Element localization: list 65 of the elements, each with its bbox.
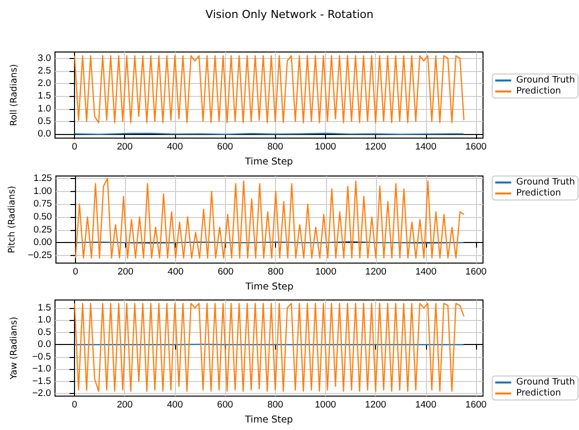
- y-axis-title: Pitch (Radians): [8, 186, 18, 254]
- y-tick-label: 1.0: [38, 103, 51, 114]
- x-tick-label: 200: [116, 142, 133, 153]
- x-axis-title: Time Step: [244, 282, 294, 292]
- legend-label: Ground Truth: [516, 378, 576, 388]
- y-tick-label: −1.0: [32, 364, 51, 375]
- y-tick-label: 1.5: [38, 302, 51, 314]
- x-tick-label: 1000: [314, 400, 336, 411]
- x-tick-label: 1400: [415, 400, 436, 411]
- y-tick-label: 0.0: [38, 128, 51, 140]
- y-tick-label: 1.00: [33, 186, 52, 197]
- x-tick-label: 1600: [465, 142, 487, 153]
- x-tick-label: 1000: [314, 142, 336, 153]
- y-tick-label: 1.25: [33, 173, 52, 184]
- y-tick-label: 0.25: [33, 224, 52, 236]
- x-tick-label: 1200: [365, 400, 386, 411]
- x-tick-label: 1600: [465, 400, 487, 411]
- y-tick-label: −0.5: [32, 351, 51, 362]
- y-tick-label: 0.75: [33, 198, 52, 210]
- y-tick-label: 2.5: [38, 65, 51, 76]
- line-series: [74, 302, 465, 392]
- x-tick-label: 1400: [415, 266, 436, 278]
- y-tick-label: −1.5: [32, 376, 51, 387]
- y-axis-title: Roll (Radians): [10, 64, 20, 126]
- x-tick-label: 400: [166, 400, 183, 411]
- x-tick-label: 800: [267, 142, 284, 153]
- y-tick-label: 0.5: [38, 326, 51, 338]
- legend-label: Ground Truth: [516, 76, 576, 86]
- y-tick-label: −0.25: [28, 250, 52, 261]
- y-tick-label: 0.5: [38, 116, 51, 127]
- y-axis-title: Yaw (Radians): [10, 316, 20, 380]
- x-axis-title: Time Step: [244, 156, 293, 168]
- y-tick-label: 1.5: [38, 90, 51, 102]
- x-tick-label: 1600: [465, 266, 487, 278]
- y-tick-label: 3.0: [38, 52, 51, 64]
- y-tick-label: 0.50: [33, 211, 52, 222]
- x-tick-label: 600: [217, 142, 234, 153]
- x-tick-label: 0: [72, 142, 78, 153]
- x-tick-label: 1000: [315, 266, 336, 278]
- x-tick-label: 200: [116, 400, 133, 411]
- x-tick-label: 0: [72, 400, 78, 411]
- y-tick-label: 0.0: [38, 339, 51, 350]
- y-tick-label: 0.00: [33, 237, 52, 248]
- line-series: [74, 55, 465, 124]
- x-tick-label: 800: [267, 400, 284, 411]
- legend-label: Ground Truth: [516, 178, 576, 188]
- chart-title: Vision Only Network - Rotation: [206, 8, 374, 21]
- x-tick-label: 1200: [365, 142, 386, 153]
- line-series: [74, 178, 465, 259]
- x-tick-label: 800: [268, 266, 284, 278]
- x-tick-label: 600: [217, 400, 234, 411]
- legend-label: Prediction: [516, 388, 561, 398]
- y-tick-label: −2.0: [32, 388, 51, 400]
- x-tick-label: 0: [72, 266, 78, 278]
- legend-label: Prediction: [516, 188, 561, 198]
- x-axis-title: Time Step: [244, 414, 293, 426]
- x-tick-label: 1400: [415, 142, 436, 153]
- x-tick-label: 600: [218, 266, 234, 278]
- x-tick-label: 1200: [365, 266, 386, 278]
- x-tick-label: 400: [166, 142, 183, 153]
- x-tick-label: 400: [168, 266, 184, 278]
- y-tick-label: 1.0: [38, 314, 51, 326]
- y-tick-label: 2.0: [38, 78, 51, 90]
- legend-label: Prediction: [516, 86, 561, 96]
- x-tick-label: 200: [118, 266, 134, 278]
